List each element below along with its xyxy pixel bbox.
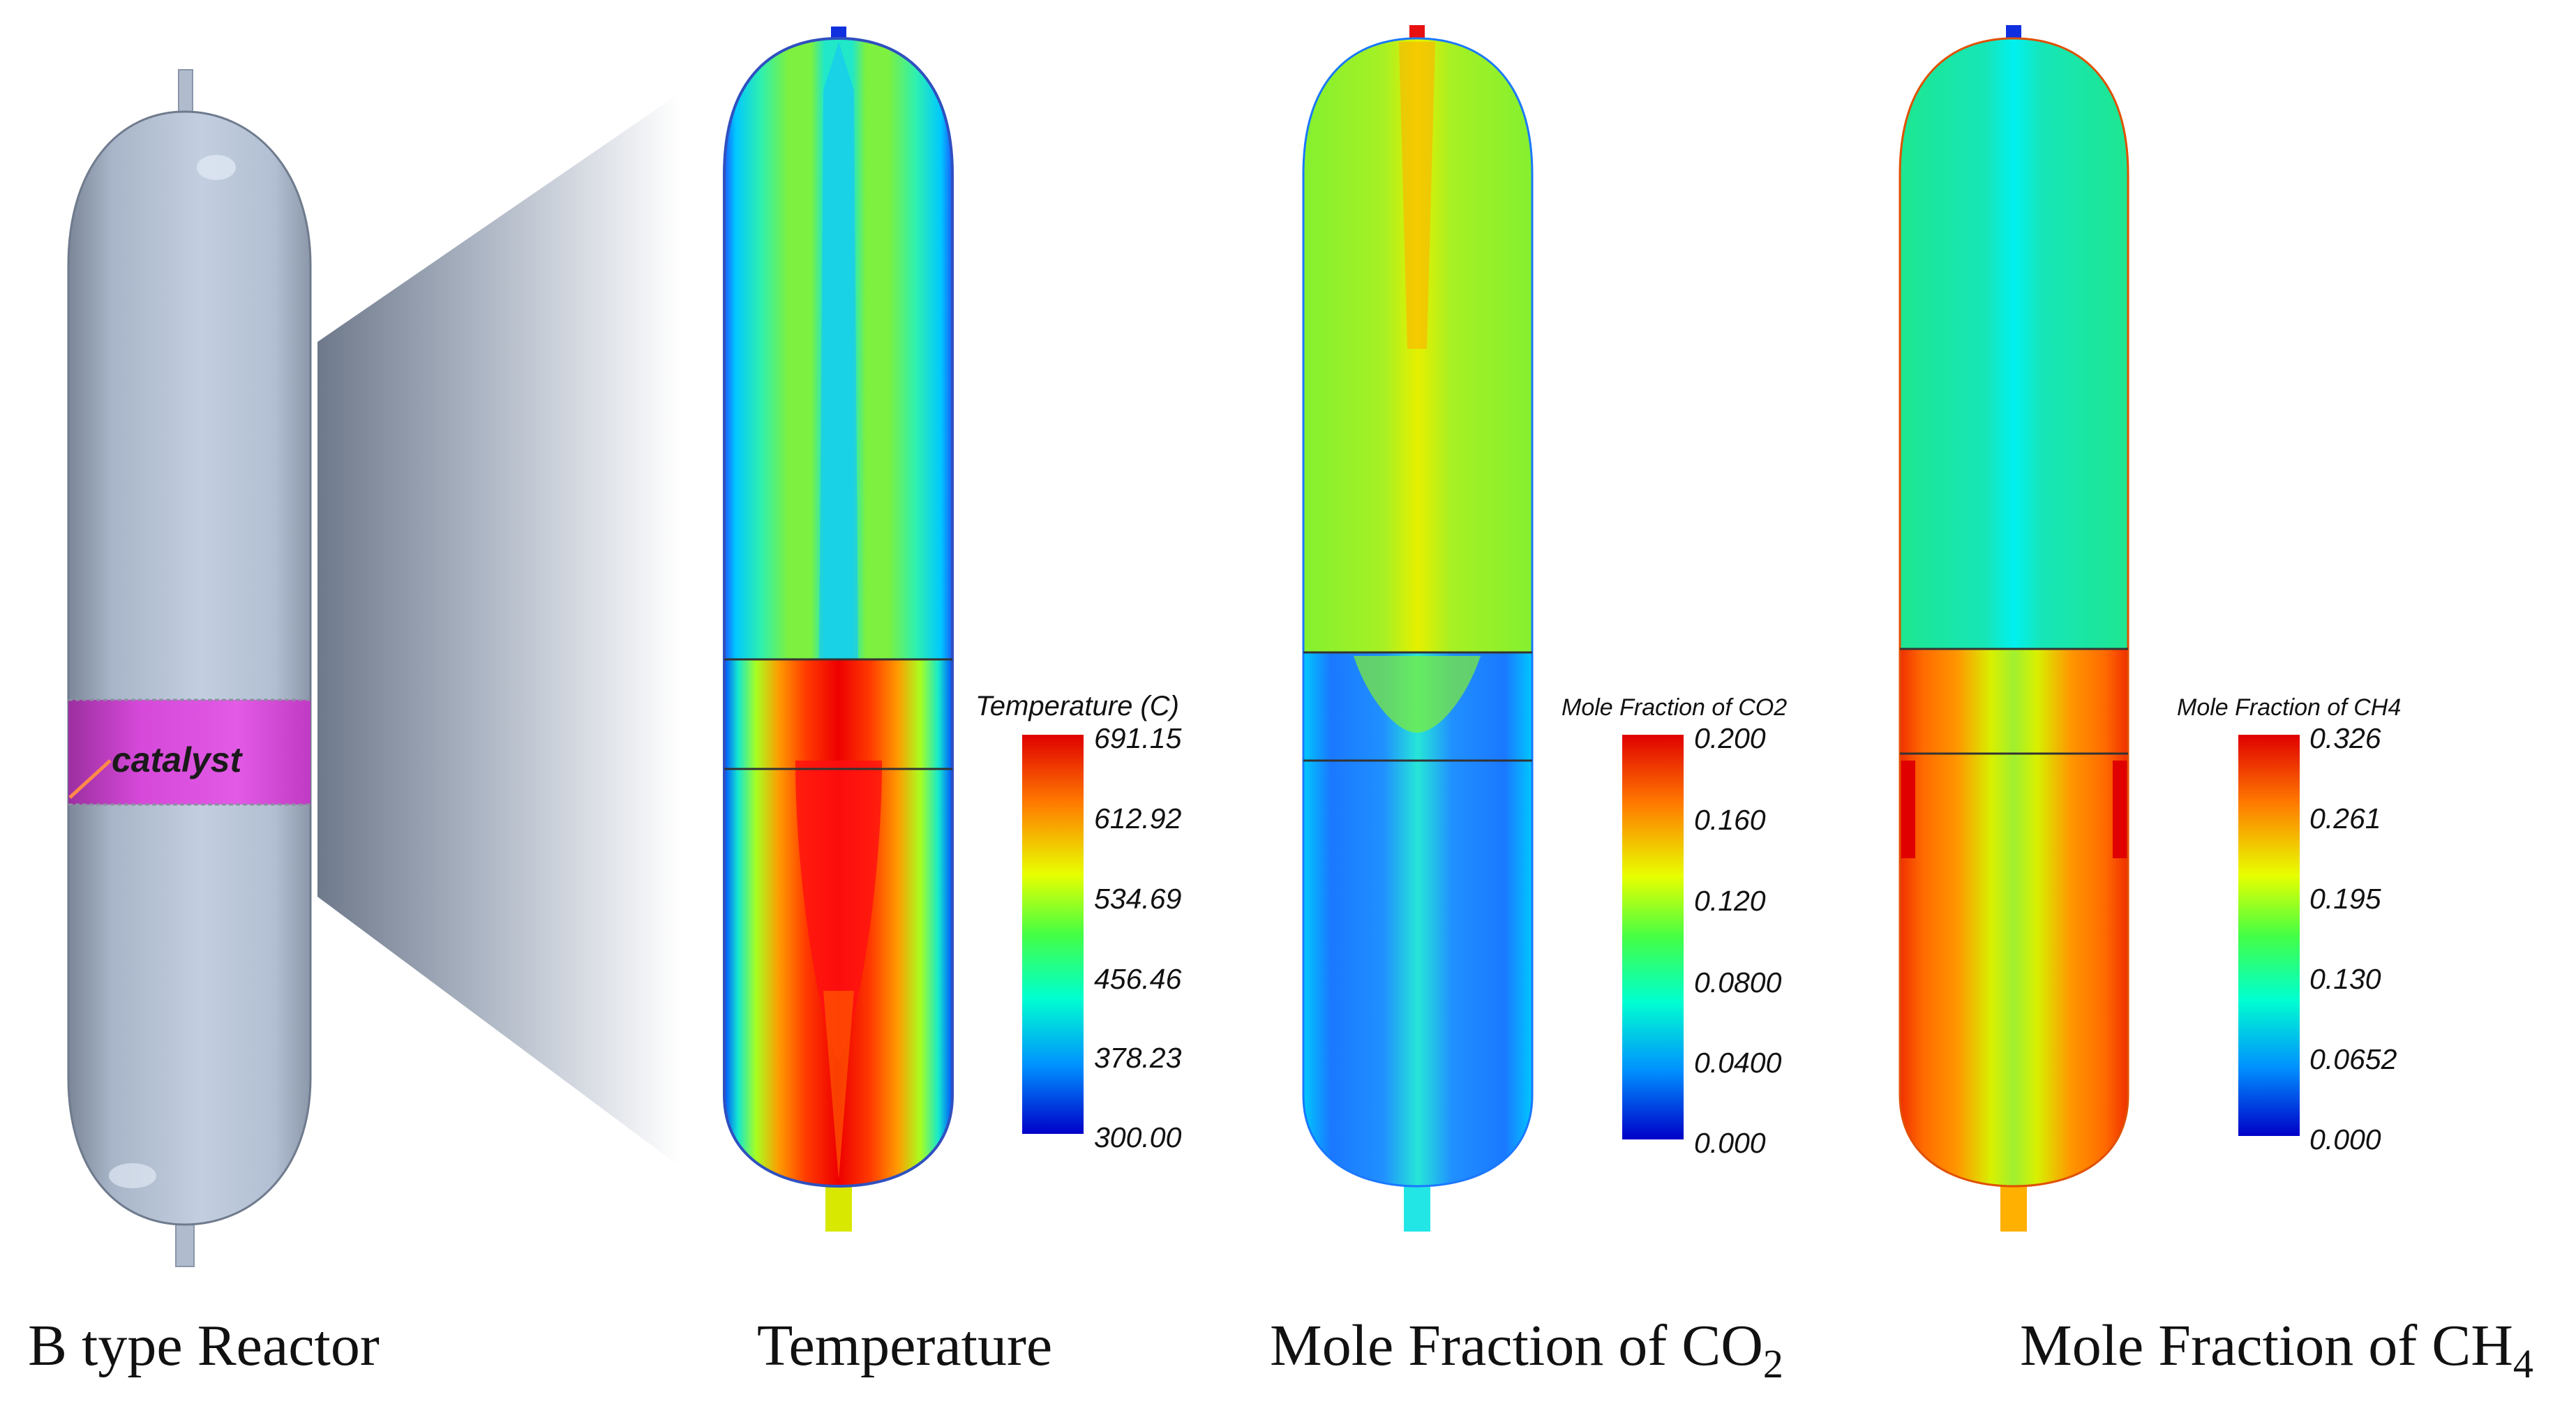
- temperature-legend-title: Temperature (C): [975, 691, 1179, 721]
- colorbar-tick: 0.120: [1694, 885, 1766, 917]
- colorbar-tick: 0.0400: [1694, 1047, 1782, 1079]
- colorbar-tick: 0.200: [1694, 722, 1766, 754]
- colorbar-tick: 0.000: [2309, 1123, 2381, 1156]
- colorbar-tick: 0.160: [1694, 804, 1766, 836]
- colorbar-tick: 300.00: [1094, 1121, 1182, 1153]
- colorbar-tick: 0.130: [2309, 963, 2381, 995]
- reactor-model: [67, 69, 312, 1267]
- ch4-colorbar: [2238, 735, 2300, 1136]
- colorbar-tick: 0.0800: [1694, 966, 1782, 999]
- colorbar-tick: 612.92: [1094, 802, 1182, 835]
- ch4-legend-title: Mole Fraction of CH4: [2177, 694, 2402, 721]
- co2-legend-title: Mole Fraction of CO2: [1562, 694, 1788, 721]
- colorbar-tick: 378.23: [1094, 1042, 1182, 1074]
- colorbar-tick: 0.261: [2309, 802, 2381, 835]
- colorbar-tick: 0.326: [2309, 722, 2381, 754]
- colorbar-tick: 534.69: [1094, 883, 1182, 915]
- temperature-colorbar: [1022, 735, 1084, 1134]
- catalyst-band: [68, 700, 310, 805]
- colorbar-tick: 0.0652: [2309, 1043, 2397, 1075]
- ch4-contour: [1899, 25, 2129, 1232]
- co2-caption: Mole Fraction of CO2: [1270, 1313, 1783, 1386]
- temperature-contour: [723, 27, 954, 1232]
- catalyst-label: catalyst: [112, 740, 242, 779]
- reactor-vessel: [67, 110, 312, 1226]
- colorbar-tick: 691.15: [1094, 722, 1182, 754]
- ch4-caption: Mole Fraction of CH4: [2020, 1313, 2533, 1386]
- co2-colorbar: [1622, 735, 1684, 1139]
- reactor-top-nozzle: [178, 69, 193, 112]
- colorbar-tick: 456.46: [1094, 963, 1182, 995]
- co2-contour: [1302, 25, 1534, 1232]
- colorbar-tick: 0.195: [2309, 883, 2381, 915]
- reactor-caption: B type Reactor: [28, 1313, 380, 1378]
- colorbar-tick: 0.000: [1694, 1127, 1766, 1159]
- temperature-caption: Temperature: [757, 1313, 1053, 1378]
- zoom-wedge: [317, 93, 680, 1167]
